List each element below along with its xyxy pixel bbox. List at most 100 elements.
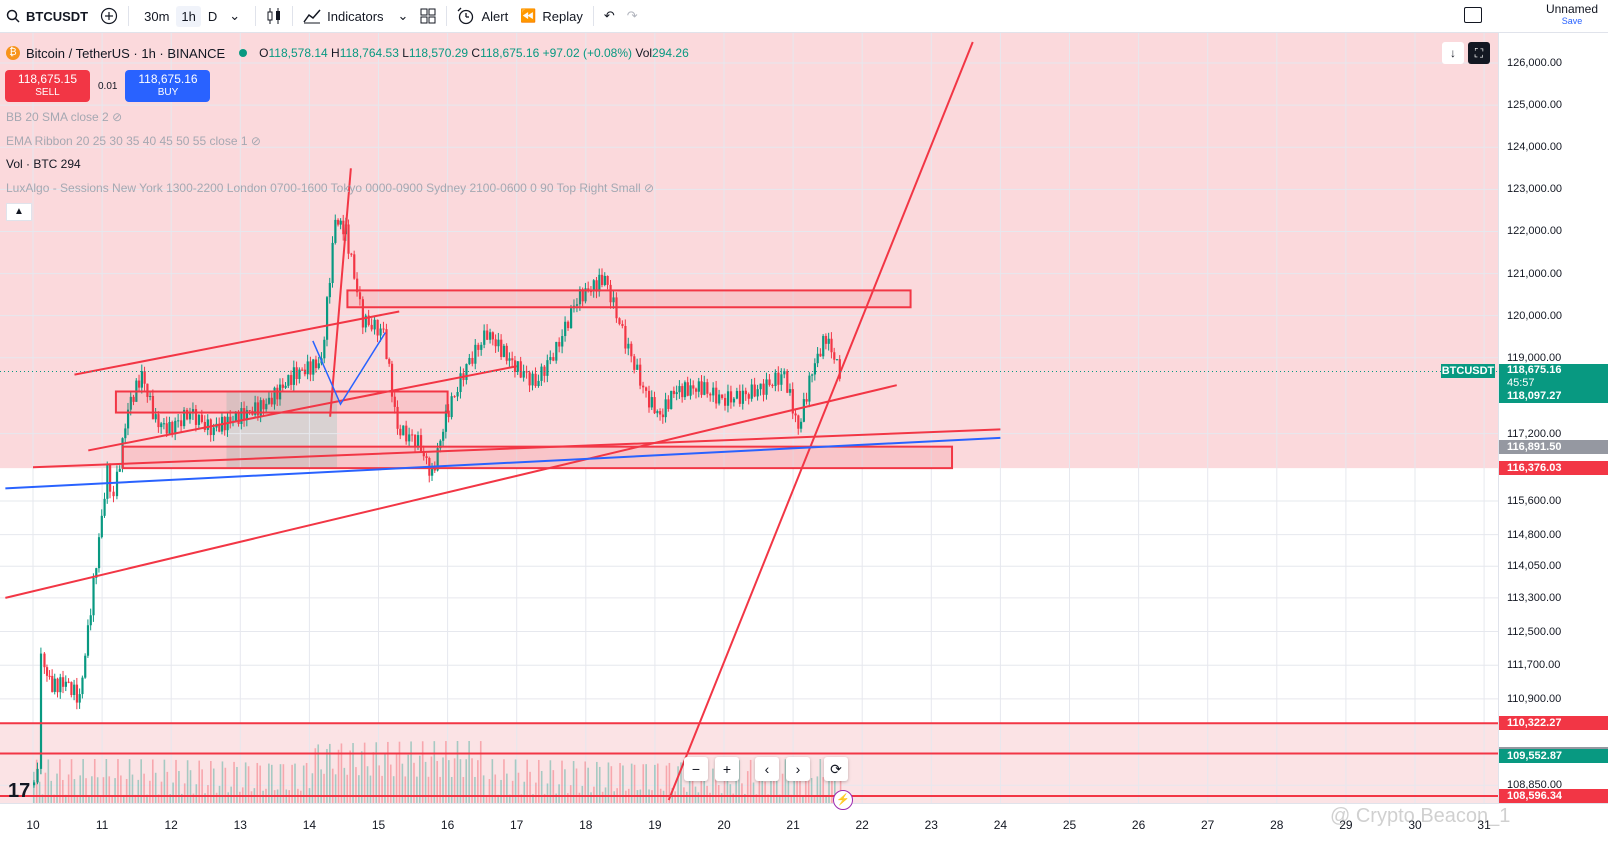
volume-bar <box>407 754 409 803</box>
candle-body <box>830 338 833 353</box>
volume-bar <box>418 755 421 803</box>
volume-bar <box>323 773 325 803</box>
volume-bar <box>741 783 743 803</box>
candle-body <box>827 338 830 344</box>
chevron-down-icon[interactable]: ⌄ <box>229 8 241 23</box>
indicator-bb[interactable]: BB 20 SMA close 2 ⊘ <box>6 110 123 124</box>
volume-bar <box>384 753 386 803</box>
scroll-down-icon[interactable]: ↓ <box>1442 42 1464 64</box>
volume-bar <box>828 777 830 803</box>
layouts-button[interactable] <box>414 0 442 32</box>
replay-button[interactable]: ⏪ Replay <box>514 0 589 32</box>
layout-square-icon[interactable] <box>1464 7 1482 23</box>
interval-30m[interactable]: 30m <box>144 8 170 24</box>
collapse-legend-button[interactable]: ▲ <box>6 203 32 221</box>
candle-body <box>508 358 511 361</box>
fullscreen-icon[interactable]: ⛶ <box>1468 42 1490 64</box>
lightning-icon[interactable]: ⚡ <box>833 790 853 810</box>
volume-bar <box>421 741 424 803</box>
volume-bar <box>47 759 50 803</box>
alert-button[interactable]: Alert <box>451 0 514 32</box>
candle-body <box>373 319 376 330</box>
candle-body <box>732 398 736 403</box>
buy-button[interactable]: 118,675.16 BUY <box>125 70 211 102</box>
candle-body <box>92 577 95 616</box>
volume-bar <box>291 764 293 803</box>
plus-circle-icon <box>101 7 118 25</box>
volume-bar <box>514 759 517 803</box>
symbol-search[interactable]: BTCUSDT <box>0 0 94 32</box>
indicator-volume[interactable]: Vol · BTC 294 <box>6 157 81 171</box>
candle-body <box>298 369 301 380</box>
scroll-left-button[interactable]: ‹ <box>755 757 779 781</box>
time-tick-label: 26 <box>1131 818 1146 832</box>
indicator-ema-ribbon[interactable]: EMA Ribbon 20 25 30 35 40 45 50 55 close… <box>6 134 261 148</box>
trendline <box>5 384 897 599</box>
candle-body <box>75 684 79 703</box>
volume-bar <box>598 766 601 803</box>
candle-body <box>683 382 687 398</box>
interval-d[interactable]: D <box>207 8 218 24</box>
time-tick-label: 31 <box>1477 818 1491 832</box>
candle-body <box>480 344 483 350</box>
volume-bar <box>810 778 813 803</box>
candle-body <box>154 414 157 420</box>
undo-button[interactable]: ↶ <box>598 0 621 32</box>
candle-body <box>126 409 130 429</box>
volume-bar <box>160 781 163 803</box>
price-chart[interactable] <box>0 33 1498 803</box>
order-quantity[interactable]: 0.01 <box>98 80 118 92</box>
candle-body <box>765 379 768 395</box>
eye-hidden-icon[interactable]: ⊘ <box>644 181 655 195</box>
candle-body <box>505 345 508 361</box>
save-layout[interactable]: Unnamed Save <box>1546 3 1598 27</box>
zoom-in-button[interactable]: + <box>715 757 739 781</box>
volume-bar <box>430 756 433 803</box>
divider <box>255 6 257 26</box>
price-axis[interactable]: 126,000.00 125,000.00 124,000.00 123,000.00… <box>1441 33 1608 803</box>
reset-chart-button[interactable]: ⟳ <box>824 757 848 781</box>
watermark-text: @ Crypto Beacon_1 <box>1330 805 1511 827</box>
candle-body <box>67 681 70 683</box>
symbol-title[interactable]: Bitcoin / TetherUS · 1h · BINANCE <box>26 45 226 61</box>
volume-bar <box>453 758 456 803</box>
trendline <box>5 436 1001 490</box>
candle-body <box>653 397 656 414</box>
time-tick-label: 30 <box>1408 818 1422 832</box>
sell-button[interactable]: 118,675.15 SELL <box>5 70 90 102</box>
volume-bar <box>715 760 717 803</box>
candle-body <box>768 379 771 385</box>
candle-body <box>442 431 445 441</box>
volume-bar <box>630 763 633 803</box>
interval-1h[interactable]: 1h <box>176 5 201 27</box>
chevron-down-icon[interactable]: ⌄ <box>397 8 409 23</box>
volume-bar <box>442 757 444 803</box>
time-tick-label: 18 <box>579 818 593 832</box>
price-tick-label: 114,050.00 <box>1507 560 1562 573</box>
indicators-button[interactable]: Indicators ⌄ <box>297 0 414 32</box>
eye-hidden-icon[interactable]: ⊘ <box>250 134 261 148</box>
eye-hidden-icon[interactable]: ⊘ <box>112 110 123 124</box>
zoom-out-button[interactable]: − <box>684 757 708 781</box>
volume-bar <box>346 774 349 803</box>
indicator-sessions[interactable]: LuxAlgo - Sessions New York 1300-2200 Lo… <box>6 181 655 195</box>
time-axis[interactable]: 10 11 12 13 14 15 16 17 18 19 20 21 22 23 24 25 26 27 28 29… <box>0 803 1608 864</box>
candle-body <box>564 321 567 337</box>
candle-body <box>453 396 456 398</box>
volume-bar <box>392 776 395 803</box>
candle-body <box>606 275 609 285</box>
scroll-right-button[interactable]: › <box>786 757 810 781</box>
chart-pane[interactable] <box>0 33 1498 803</box>
candle-body <box>364 315 367 328</box>
candle-body <box>589 291 593 293</box>
volume-bar <box>125 778 128 803</box>
volume-bar <box>64 794 67 803</box>
zone-rectangle <box>114 390 449 414</box>
candle-body <box>70 682 73 696</box>
volume-bar <box>564 769 566 803</box>
redo-button[interactable]: ↷ <box>621 0 644 32</box>
candle-body <box>103 498 106 516</box>
compare-button[interactable] <box>94 0 124 32</box>
price-tag: 116,891.50 <box>1499 439 1608 454</box>
chart-type-button[interactable] <box>260 0 288 32</box>
